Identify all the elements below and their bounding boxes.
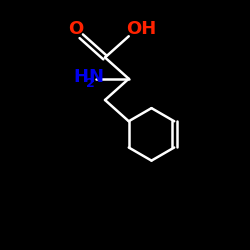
Text: 2: 2 [86,77,94,90]
Text: N: N [89,68,104,86]
Text: OH: OH [126,20,156,38]
Text: O: O [68,20,84,38]
Text: H: H [74,68,89,86]
